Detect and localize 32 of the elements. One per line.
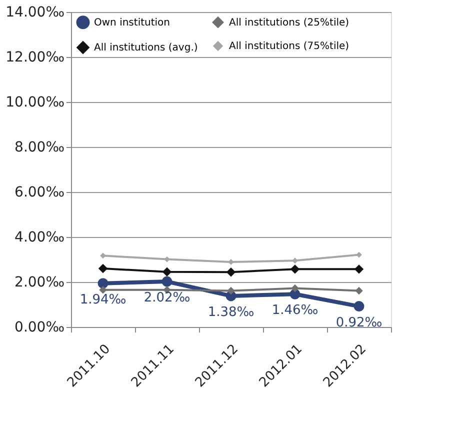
point [292, 258, 298, 264]
y-tick-label: 4.00‰ [14, 230, 65, 246]
point [354, 264, 364, 274]
point [354, 301, 364, 312]
point [162, 276, 172, 287]
y-tick-label: 12.00‰ [6, 50, 65, 66]
y-tick-label: 2.00‰ [14, 274, 65, 290]
point [98, 264, 108, 274]
data-label: 0.92‰ [336, 315, 382, 330]
data-label: 2.02‰ [144, 290, 190, 306]
y-tick-label: 6.00‰ [14, 184, 65, 200]
point [227, 286, 235, 295]
legend-label: All institutions (75%tile) [229, 41, 350, 52]
legend-label: All institutions (avg.) [94, 42, 198, 54]
point [356, 252, 362, 258]
data-label: 1.38‰ [208, 304, 254, 320]
point [355, 286, 363, 295]
data-label: 1.94‰ [80, 292, 126, 308]
y-tick-label: 10.00‰ [6, 94, 65, 110]
point [100, 252, 106, 259]
y-tick-label: 14.00‰ [6, 4, 65, 20]
y-tick-label: 0.00‰ [14, 320, 65, 336]
y-tick-label: 8.00‰ [14, 140, 65, 156]
legend-label: All institutions (25%tile) [229, 17, 350, 28]
point [98, 278, 108, 289]
legend-label: Own institution [94, 17, 170, 28]
point [99, 286, 107, 294]
point [162, 267, 172, 276]
data-label: 1.46‰ [272, 303, 318, 318]
point [291, 284, 299, 292]
point [290, 264, 300, 274]
point [226, 267, 236, 277]
